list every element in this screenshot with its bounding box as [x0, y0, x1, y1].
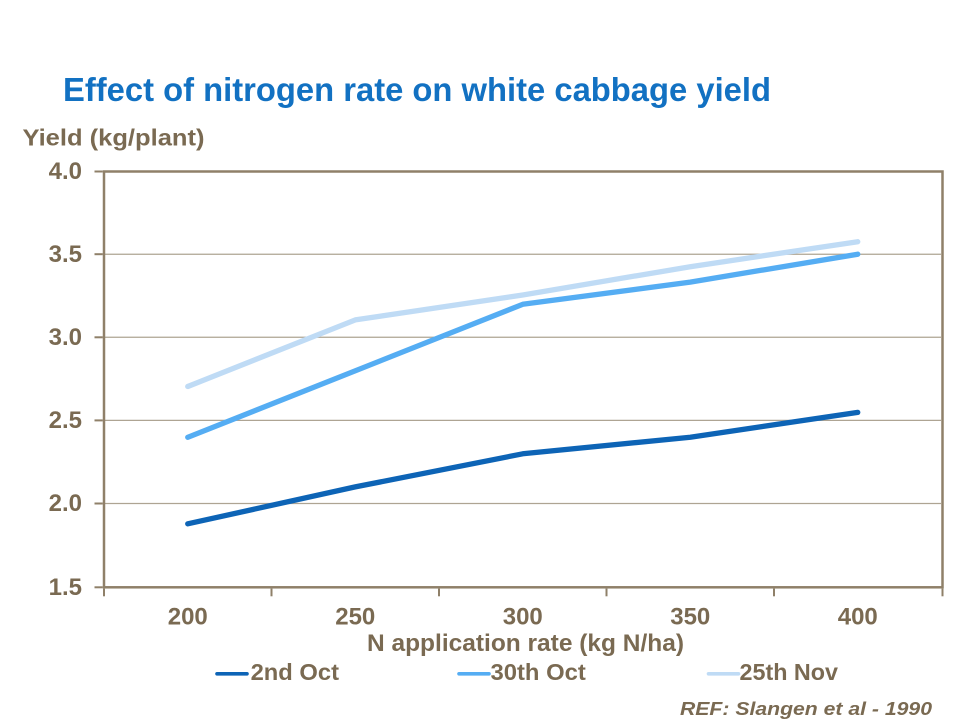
- svg-text:4.0: 4.0: [49, 158, 82, 185]
- svg-text:350: 350: [670, 603, 710, 630]
- svg-text:REF: Slangen et al - 1990: REF: Slangen et al - 1990: [680, 699, 932, 719]
- svg-text:400: 400: [838, 603, 878, 630]
- svg-text:Effect of nitrogen rate on whi: Effect of nitrogen rate on white cabbage…: [63, 71, 771, 108]
- svg-text:1.5: 1.5: [49, 574, 82, 601]
- svg-text:Yield (kg/plant): Yield (kg/plant): [23, 124, 205, 150]
- svg-text:N application rate (kg N/ha): N application rate (kg N/ha): [367, 630, 684, 657]
- svg-text:3.5: 3.5: [49, 241, 82, 268]
- svg-text:200: 200: [168, 603, 208, 630]
- svg-text:2nd Oct: 2nd Oct: [251, 659, 340, 685]
- svg-text:300: 300: [503, 603, 543, 630]
- svg-text:25th Nov: 25th Nov: [740, 659, 839, 685]
- svg-text:30th Oct: 30th Oct: [491, 659, 587, 685]
- svg-text:2.0: 2.0: [49, 490, 82, 517]
- svg-text:250: 250: [335, 603, 375, 630]
- svg-text:2.5: 2.5: [49, 407, 82, 434]
- svg-text:3.0: 3.0: [49, 324, 82, 351]
